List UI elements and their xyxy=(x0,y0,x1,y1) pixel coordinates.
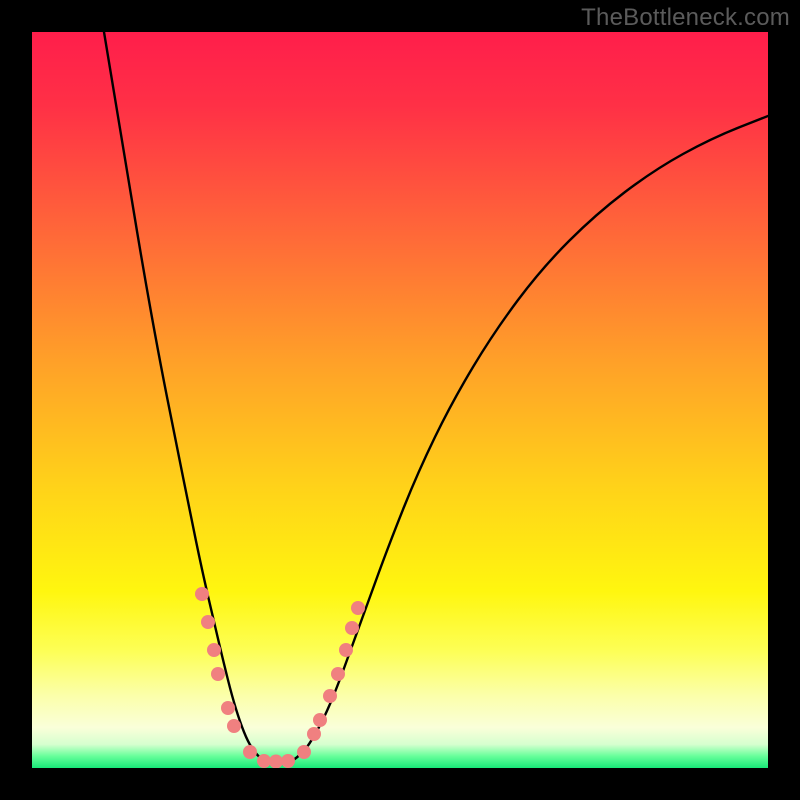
bottleneck-curve xyxy=(104,32,768,761)
curve-marker xyxy=(331,667,345,681)
curve-marker xyxy=(195,587,209,601)
curve-marker xyxy=(323,689,337,703)
curve-marker xyxy=(201,615,215,629)
curve-marker xyxy=(281,754,295,768)
chart-frame: TheBottleneck.com xyxy=(0,0,800,800)
curve-marker xyxy=(227,719,241,733)
plot-area xyxy=(32,32,768,768)
curve-marker xyxy=(207,643,221,657)
curve-marker xyxy=(297,745,311,759)
curve-layer xyxy=(32,32,768,768)
curve-marker xyxy=(221,701,235,715)
data-markers xyxy=(195,587,365,768)
curve-marker xyxy=(269,755,283,769)
curve-marker xyxy=(257,754,271,768)
curve-marker xyxy=(345,621,359,635)
curve-marker xyxy=(243,745,257,759)
curve-marker xyxy=(351,601,365,615)
curve-marker xyxy=(307,727,321,741)
curve-marker xyxy=(339,643,353,657)
curve-marker xyxy=(211,667,225,681)
curve-marker xyxy=(313,713,327,727)
watermark-label: TheBottleneck.com xyxy=(581,4,790,32)
